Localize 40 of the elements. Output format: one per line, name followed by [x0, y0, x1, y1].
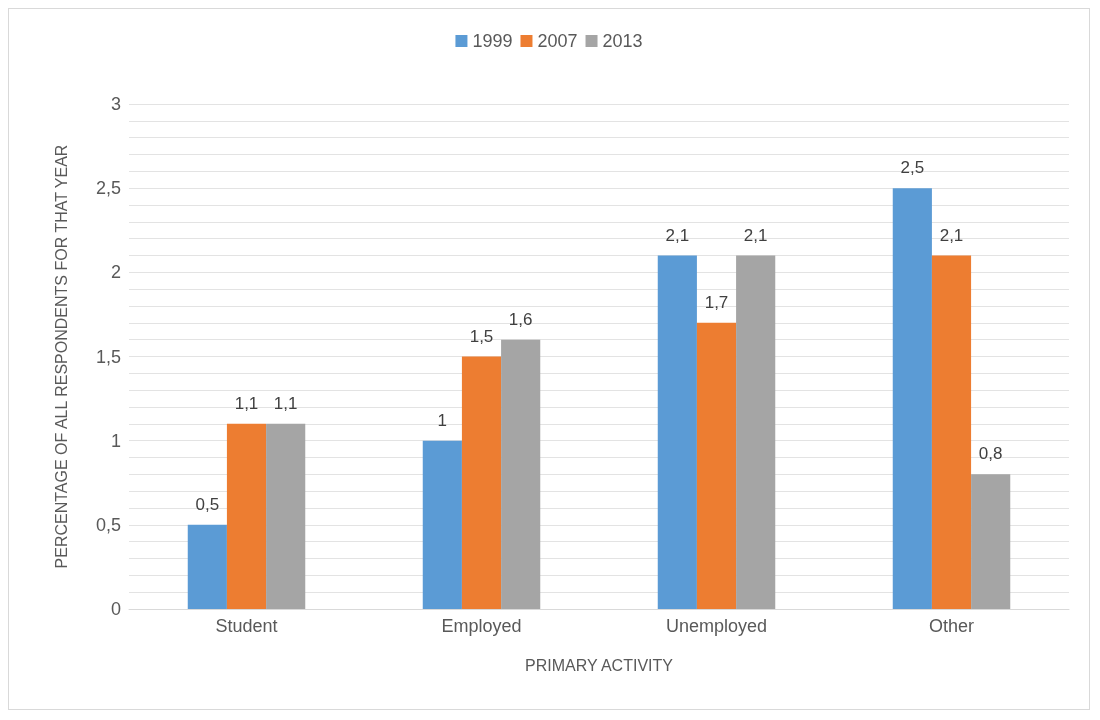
y-tick-label: 0 [110, 599, 121, 619]
x-axis-title: PRIMARY ACTIVITY [525, 656, 674, 674]
bar [696, 322, 737, 609]
data-label: 1,1 [273, 393, 298, 413]
data-label: 1,5 [469, 326, 494, 346]
data-label: 1,7 [704, 292, 729, 312]
x-tick-label: Unemployed [665, 616, 768, 636]
y-tick-label: 2 [110, 262, 121, 283]
bar [266, 423, 306, 609]
legend-label: 2013 [602, 31, 643, 51]
bar [657, 255, 697, 609]
data-label: 2,5 [900, 158, 925, 178]
x-tick-label: Other [928, 616, 975, 636]
data-label: 2,1 [939, 225, 964, 245]
data-label: 2,1 [665, 225, 690, 245]
bar [461, 356, 502, 609]
y-tick-label: 0,5 [95, 514, 121, 535]
data-label: 1,6 [508, 309, 533, 329]
data-label: 2,1 [743, 225, 768, 245]
bar [422, 440, 462, 609]
bar [892, 188, 932, 609]
bar [971, 474, 1011, 609]
y-tick-label: 3 [110, 94, 121, 114]
y-tick-label: 2,5 [95, 178, 121, 199]
data-label: 0,5 [195, 494, 220, 514]
x-tick-label: Student [215, 616, 278, 636]
bar [931, 255, 972, 609]
bar [501, 339, 541, 609]
y-tick-label: 1 [110, 430, 121, 451]
data-label: 1 [437, 410, 448, 430]
data-label: 0,8 [978, 444, 1003, 464]
legend-label: 1999 [472, 31, 513, 51]
bar [187, 524, 227, 609]
x-tick-label: Employed [441, 616, 522, 636]
bar [736, 255, 776, 609]
y-axis-title: PERCENTAGE OF ALL RESPONDENTS FOR THAT YEAR [52, 144, 70, 569]
y-tick-label: 1,5 [95, 346, 121, 367]
legend-label: 2007 [537, 31, 578, 51]
data-label: 1,1 [234, 393, 259, 413]
bar [226, 423, 267, 609]
